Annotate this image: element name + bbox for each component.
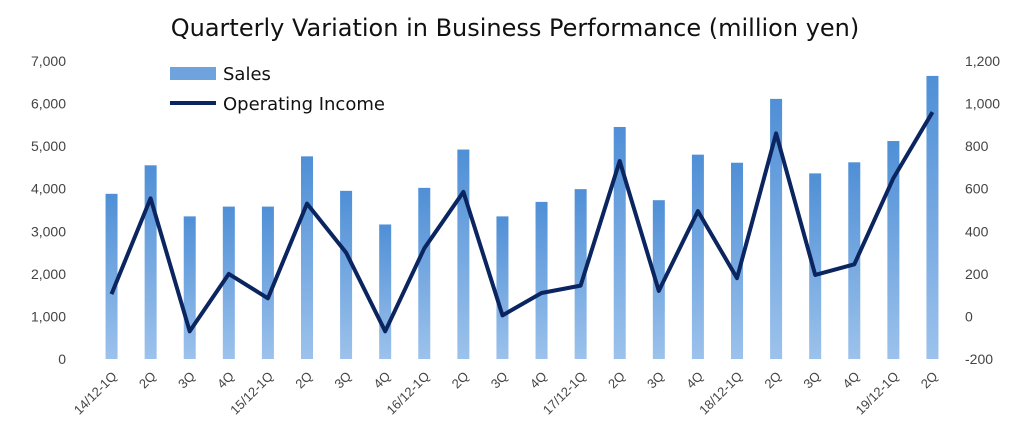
legend: Sales Operating Income bbox=[170, 64, 385, 115]
x-tick-label: 3Q bbox=[644, 369, 667, 392]
x-tick-label: 4Q bbox=[840, 369, 863, 392]
operating-income-line bbox=[109, 111, 935, 334]
x-tick-label: 4Q bbox=[370, 369, 393, 392]
left-tick-label: 1,000 bbox=[31, 308, 66, 324]
right-axis: -200 0 200 400 600 800 1,000 1,200 bbox=[965, 53, 1000, 367]
x-tick-label: 4Q bbox=[527, 369, 550, 392]
sales-bar bbox=[301, 156, 313, 359]
sales-bar bbox=[926, 75, 939, 360]
chart-title: Quarterly Variation in Business Performa… bbox=[171, 14, 860, 42]
operating-income-series bbox=[109, 111, 935, 334]
x-tick-label: 2Q bbox=[605, 369, 628, 392]
legend-swatch-sales bbox=[170, 67, 216, 80]
left-tick-label: 3,000 bbox=[31, 223, 66, 239]
x-tick-label: 2Q bbox=[761, 369, 784, 392]
sales-bar bbox=[144, 165, 157, 359]
left-tick-label: 2,000 bbox=[31, 266, 66, 282]
x-tick-label: 19/12-1Q bbox=[853, 369, 902, 418]
x-tick-label: 3Q bbox=[331, 369, 354, 392]
right-tick-label: 200 bbox=[965, 266, 989, 282]
x-tick-label: 2Q bbox=[918, 369, 941, 392]
x-tick-label: 2Q bbox=[449, 369, 472, 392]
sales-bar bbox=[496, 216, 509, 359]
x-tick-label: 3Q bbox=[488, 369, 511, 392]
sales-bar bbox=[379, 224, 392, 359]
sales-bar bbox=[613, 126, 626, 359]
legend-label-operating-income: Operating Income bbox=[223, 94, 385, 115]
left-tick-label: 5,000 bbox=[31, 138, 66, 154]
sales-bar bbox=[770, 98, 783, 359]
sales-bar bbox=[691, 154, 704, 359]
x-tick-label: 2Q bbox=[292, 369, 315, 392]
right-tick-label: 800 bbox=[965, 138, 989, 154]
sales-bar bbox=[457, 149, 470, 359]
x-tick-label: 4Q bbox=[683, 369, 706, 392]
x-tick-label: 3Q bbox=[800, 369, 823, 392]
sales-bars bbox=[105, 75, 939, 360]
sales-bar bbox=[652, 200, 665, 359]
sales-bar bbox=[887, 141, 900, 359]
right-tick-label: 600 bbox=[965, 181, 989, 197]
left-tick-label: 0 bbox=[58, 351, 66, 367]
sales-bar bbox=[535, 201, 548, 359]
x-tick-label: 17/12-1Q bbox=[540, 369, 589, 418]
sales-bar bbox=[261, 206, 274, 359]
legend-label-sales: Sales bbox=[223, 64, 271, 85]
sales-bar bbox=[105, 193, 118, 359]
sales-bar bbox=[809, 173, 822, 359]
x-tick-label: 14/12-1Q bbox=[71, 369, 120, 418]
left-axis: 0 1,000 2,000 3,000 4,000 5,000 6,000 7,000 bbox=[31, 53, 66, 367]
right-tick-label: 1,200 bbox=[965, 53, 1000, 69]
sales-bar bbox=[731, 162, 743, 359]
right-tick-label: 1,000 bbox=[965, 96, 1000, 112]
left-tick-label: 4,000 bbox=[31, 181, 66, 197]
x-tick-label: 3Q bbox=[175, 369, 198, 392]
left-tick-label: 6,000 bbox=[31, 96, 66, 112]
left-tick-label: 7,000 bbox=[31, 53, 66, 69]
sales-bar bbox=[574, 189, 587, 359]
right-tick-label: -200 bbox=[965, 351, 993, 367]
x-tick-label: 2Q bbox=[136, 369, 159, 392]
right-tick-label: 0 bbox=[965, 308, 973, 324]
right-tick-label: 400 bbox=[965, 223, 989, 239]
x-tick-label: 4Q bbox=[214, 369, 237, 392]
sales-bar bbox=[183, 216, 196, 359]
x-tick-label: 18/12-1Q bbox=[696, 369, 745, 418]
sales-bar bbox=[222, 206, 235, 359]
sales-bar bbox=[418, 187, 431, 359]
x-tick-label: 15/12-1Q bbox=[227, 369, 276, 418]
x-tick-label: 16/12-1Q bbox=[383, 369, 432, 418]
sales-bar bbox=[340, 190, 353, 359]
